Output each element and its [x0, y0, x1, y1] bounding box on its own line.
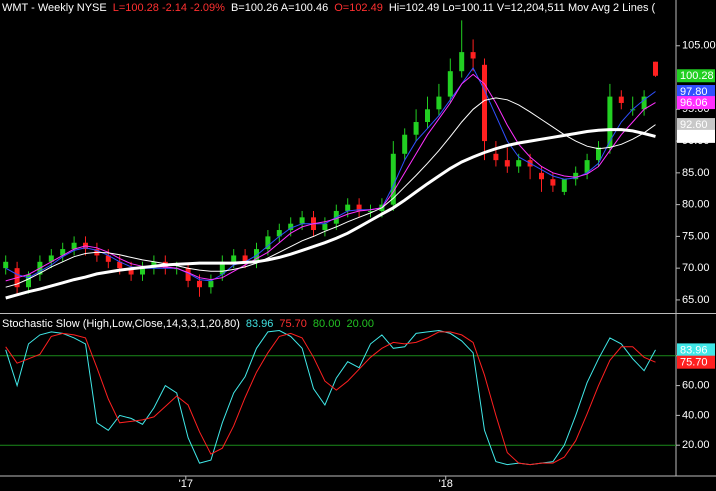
- candle-body: [140, 268, 145, 275]
- candle-body: [71, 242, 77, 250]
- y-tick-label: 75.00: [682, 230, 710, 242]
- candle-body: [242, 255, 248, 262]
- last-value-label: 75.70: [680, 357, 708, 369]
- series-line: [5, 97, 656, 288]
- last-value-label: 100.28: [680, 70, 714, 82]
- panel-header: WMT - Weekly NYSE L=100.28 -2.14 -2.09% B=…: [2, 2, 656, 14]
- series-line: [5, 329, 656, 466]
- last-value-box: [677, 85, 715, 99]
- candle-body: [276, 230, 282, 237]
- candle-body: [493, 153, 499, 161]
- candle-body: [516, 160, 522, 167]
- header-item: Hi=102.49 Lo=100.11 V=12,204,511 Mov Avg…: [389, 2, 656, 14]
- candle-body: [447, 71, 453, 97]
- plot-area: [3, 20, 658, 300]
- candle-body: [402, 134, 408, 154]
- candle-body: [573, 172, 579, 180]
- candle-body: [504, 160, 510, 167]
- candle-body: [413, 122, 419, 135]
- candle-body: [390, 153, 396, 205]
- plot-area: [0, 329, 676, 466]
- header-item: 75.70: [279, 318, 307, 330]
- last-value-label: 90.74: [680, 131, 708, 143]
- y-tick-label: 80.00: [682, 199, 710, 211]
- candle-body: [607, 96, 613, 148]
- candle-body: [459, 52, 465, 72]
- candle-body: [299, 217, 305, 224]
- header-item: O=102.49: [334, 2, 383, 14]
- candle-body: [436, 96, 442, 110]
- panel-header: Stochastic Slow (High,Low,Close,14,3,3,1…: [2, 318, 374, 330]
- x-tick-label: '17: [179, 478, 193, 490]
- candle-body: [561, 179, 567, 192]
- last-value-label: 97.80: [680, 86, 708, 98]
- candle-body: [425, 109, 430, 123]
- series-line: [5, 73, 656, 282]
- candle-body: [105, 255, 111, 262]
- candle-body: [231, 255, 237, 262]
- candle-body: [197, 280, 202, 288]
- last-value-box: [677, 343, 715, 357]
- last-value-label: 83.96: [680, 344, 708, 356]
- x-tick-label: '18: [439, 478, 453, 490]
- header-item: WMT - Weekly NYSE: [2, 2, 107, 14]
- candle-body: [550, 179, 556, 186]
- last-value-label: 92.60: [680, 119, 708, 131]
- y-tick-label: 65.00: [682, 294, 710, 306]
- candle-body: [26, 274, 31, 288]
- candle-body: [185, 268, 191, 281]
- candle-body: [539, 172, 544, 180]
- header-item: L=100.28 -2.14 -2.09%: [113, 2, 225, 14]
- candle-body: [596, 147, 601, 161]
- y-tick-label: 60.00: [682, 379, 710, 391]
- y-tick-label: 20.00: [682, 439, 710, 451]
- last-value-box: [677, 69, 715, 83]
- y-tick-label: 105.00: [682, 40, 716, 52]
- last-value-label: 96.06: [680, 97, 708, 109]
- candle-body: [584, 160, 590, 173]
- y-tick-label: 40.00: [682, 409, 710, 421]
- header-item: 80.00: [313, 318, 341, 330]
- candle-body: [368, 210, 373, 212]
- candle-body: [641, 96, 647, 110]
- series-line: [5, 331, 656, 466]
- candle-body: [653, 61, 658, 76]
- candle-body: [3, 261, 9, 269]
- candle-body: [219, 261, 225, 275]
- candle-body: [60, 249, 66, 256]
- series-line: [5, 128, 656, 300]
- candle-body: [356, 204, 362, 211]
- y-tick-label: 70.00: [682, 262, 710, 274]
- candle-body: [345, 204, 351, 211]
- candle-body: [208, 280, 214, 288]
- last-value-box: [677, 129, 715, 143]
- candle-body: [117, 261, 123, 269]
- y-tick-label: 85.00: [682, 167, 710, 179]
- candle-body: [265, 236, 271, 250]
- header-item: 83.96: [246, 318, 274, 330]
- last-value-box: [677, 355, 715, 369]
- candle-body: [482, 64, 487, 142]
- candle-body: [288, 223, 294, 231]
- header-item: B=100.26 A=100.46: [231, 2, 328, 14]
- candle-body: [618, 96, 624, 103]
- header-item: Stochastic Slow (High,Low,Close,14,3,3,1…: [2, 318, 240, 330]
- candle-body: [470, 52, 476, 59]
- candle-body: [128, 268, 134, 275]
- header-item: 20.00: [346, 318, 374, 330]
- candle-body: [322, 223, 328, 231]
- candle-body: [48, 255, 54, 262]
- last-value-box: [677, 96, 715, 110]
- last-value-box: [677, 118, 715, 132]
